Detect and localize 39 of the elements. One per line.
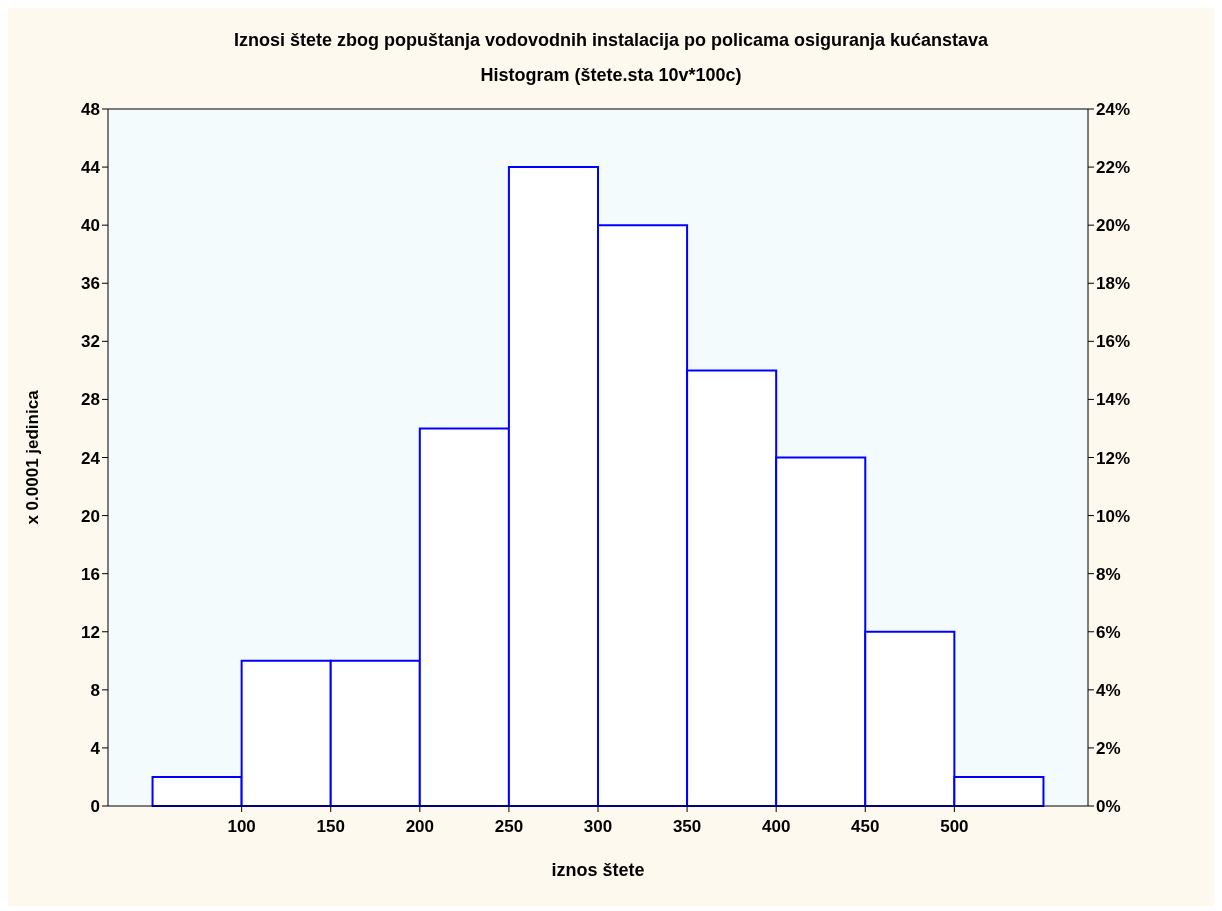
y-tick-label: 28 — [81, 390, 100, 410]
x-tick-label: 100 — [227, 817, 256, 837]
y2-tick-label: 20% — [1096, 216, 1131, 236]
y2-tick-label: 24% — [1096, 100, 1131, 120]
y2-tick-label: 14% — [1096, 390, 1131, 410]
chart-subtitle: Histogram (štete.sta 10v*100c) — [479, 65, 743, 86]
y-tick-label: 40 — [81, 216, 100, 236]
y-tick-label: 16 — [81, 564, 100, 584]
y2-tick-label: 8% — [1096, 564, 1121, 584]
x-axis-title: iznos štete — [551, 860, 645, 880]
y2-tick-label: 6% — [1096, 622, 1121, 642]
y2-tick-label: 16% — [1096, 332, 1131, 352]
x-tick-label: 450 — [851, 817, 880, 837]
y2-tick-label: 22% — [1096, 158, 1131, 178]
y-tick-label: 36 — [81, 274, 100, 294]
y2-tick-label: 18% — [1096, 274, 1131, 294]
x-tick-label: 500 — [940, 817, 969, 837]
x-tick-label: 300 — [583, 817, 613, 837]
x-tick-label: 150 — [316, 817, 345, 837]
y-tick-label: 12 — [81, 622, 100, 642]
x-tick-label: 250 — [494, 817, 524, 837]
y2-tick-label: 12% — [1096, 448, 1131, 468]
y2-tick-label: 10% — [1096, 506, 1131, 526]
y-tick-label: 8 — [90, 680, 100, 700]
y-tick-label: 20 — [81, 506, 100, 526]
x-tick-label: 400 — [761, 817, 791, 837]
y-axis-title: x 0.0001 jedinica — [23, 389, 43, 525]
y2-tick-label: 4% — [1096, 680, 1121, 700]
y-tick-label: 32 — [81, 332, 100, 352]
y-tick-label: 0 — [90, 797, 100, 817]
chart-title: Iznosi štete zbog popuštanja vodovodnih instalacija po policama osiguranja kućanstava — [232, 30, 990, 51]
x-tick-label: 200 — [405, 817, 435, 837]
y-tick-label: 24 — [81, 448, 101, 468]
y-tick-label: 4 — [90, 738, 101, 758]
y2-tick-label: 0% — [1096, 797, 1121, 817]
y-tick-label: 48 — [81, 100, 100, 120]
x-tick-label: 350 — [672, 817, 702, 837]
y-tick-label: 44 — [81, 158, 101, 178]
y2-tick-label: 2% — [1096, 738, 1121, 758]
